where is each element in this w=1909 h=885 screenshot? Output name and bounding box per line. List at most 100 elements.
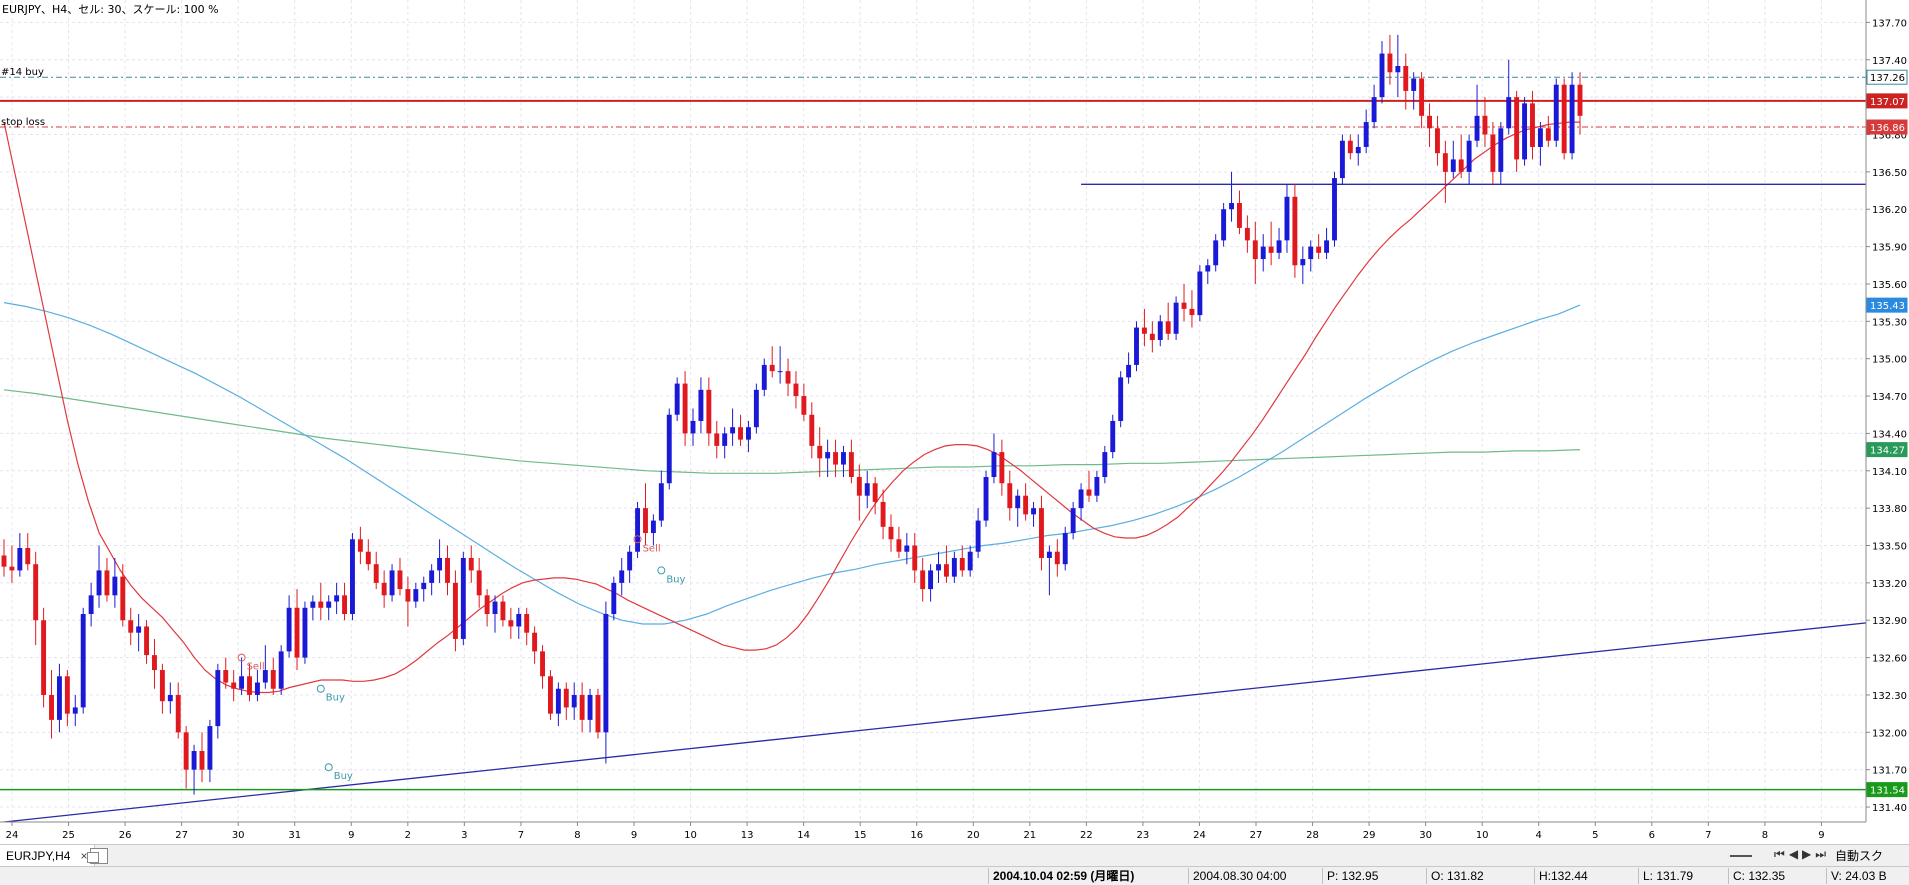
candle[interactable]	[310, 595, 316, 621]
candle[interactable]	[247, 663, 252, 702]
candle[interactable]	[318, 582, 324, 621]
candle[interactable]	[643, 483, 648, 546]
candle[interactable]	[1466, 134, 1472, 185]
candle[interactable]	[1007, 470, 1013, 521]
candle[interactable]	[856, 464, 862, 521]
candle[interactable]	[175, 682, 181, 739]
candle[interactable]	[1062, 526, 1068, 571]
candle[interactable]	[991, 433, 997, 484]
candle[interactable]	[706, 377, 712, 446]
candle[interactable]	[864, 470, 870, 509]
candle[interactable]	[1458, 134, 1464, 179]
candle[interactable]	[627, 545, 633, 583]
candle[interactable]	[437, 539, 443, 583]
candle[interactable]	[183, 726, 189, 789]
candle[interactable]	[571, 682, 577, 720]
candle[interactable]	[1427, 103, 1432, 147]
candle[interactable]	[951, 551, 957, 583]
candle[interactable]	[1434, 115, 1440, 166]
candle[interactable]	[658, 470, 664, 527]
candle[interactable]	[1498, 122, 1504, 185]
candle[interactable]	[1514, 90, 1520, 172]
candle[interactable]	[373, 551, 379, 590]
trendline[interactable]	[3, 568, 1909, 823]
candle[interactable]	[1165, 302, 1171, 341]
candle[interactable]	[389, 564, 395, 602]
tab-close-icon[interactable]: ×	[80, 848, 88, 863]
candle[interactable]	[1157, 315, 1163, 347]
candle[interactable]	[136, 614, 142, 652]
candle[interactable]	[1506, 59, 1512, 135]
candle[interactable]	[421, 576, 427, 602]
candle[interactable]	[769, 346, 775, 378]
candle[interactable]	[1553, 78, 1559, 147]
candle[interactable]	[484, 589, 490, 627]
candle[interactable]	[167, 682, 173, 714]
candle[interactable]	[698, 377, 704, 434]
candle[interactable]	[1094, 470, 1100, 502]
candle[interactable]	[1324, 227, 1330, 260]
candle[interactable]	[56, 663, 62, 733]
candle[interactable]	[1110, 414, 1116, 459]
candle[interactable]	[579, 682, 585, 733]
candle[interactable]	[1260, 234, 1266, 272]
candle[interactable]	[722, 427, 728, 459]
candle[interactable]	[191, 744, 197, 795]
candle[interactable]	[452, 570, 458, 652]
candle[interactable]	[833, 439, 839, 478]
candle[interactable]	[785, 358, 791, 397]
candle[interactable]	[1149, 321, 1155, 353]
candle[interactable]	[342, 582, 347, 621]
candle[interactable]	[1387, 34, 1393, 85]
candle[interactable]	[413, 582, 419, 608]
candle[interactable]	[1537, 122, 1543, 166]
candle[interactable]	[17, 533, 23, 577]
candle[interactable]	[745, 420, 751, 453]
candle[interactable]	[936, 551, 941, 583]
candle[interactable]	[223, 657, 229, 689]
candle[interactable]	[532, 626, 538, 664]
candle[interactable]	[912, 533, 918, 583]
candle[interactable]	[1134, 321, 1139, 372]
candle[interactable]	[1347, 134, 1353, 160]
candle[interactable]	[1252, 221, 1258, 284]
candle[interactable]	[1118, 371, 1124, 428]
candle[interactable]	[1530, 90, 1535, 160]
candle[interactable]	[128, 607, 134, 646]
candle[interactable]	[476, 557, 482, 608]
candle[interactable]	[650, 514, 656, 546]
candle[interactable]	[975, 508, 981, 558]
candle[interactable]	[880, 489, 886, 540]
candle[interactable]	[611, 576, 617, 621]
candle[interactable]	[928, 564, 934, 602]
candle[interactable]	[1046, 545, 1052, 596]
candle[interactable]	[1141, 308, 1147, 347]
candle[interactable]	[1474, 84, 1480, 147]
candle[interactable]	[1332, 171, 1337, 247]
candle[interactable]	[445, 545, 450, 596]
candle[interactable]	[635, 501, 641, 558]
candle[interactable]	[1023, 483, 1029, 521]
last-page-icon[interactable]: ⏭	[1815, 847, 1827, 861]
candle[interactable]	[1268, 221, 1274, 266]
candle[interactable]	[777, 346, 783, 384]
candle[interactable]	[555, 682, 561, 727]
candle[interactable]	[793, 371, 799, 409]
candle[interactable]	[199, 732, 205, 783]
candle[interactable]	[1237, 190, 1242, 235]
candle[interactable]	[690, 408, 696, 446]
candle[interactable]	[1371, 84, 1377, 129]
candle[interactable]	[999, 439, 1005, 496]
candle[interactable]	[357, 526, 363, 565]
candle[interactable]	[460, 551, 466, 646]
candle[interactable]	[104, 557, 110, 602]
candle[interactable]	[1403, 53, 1409, 110]
candle[interactable]	[365, 539, 371, 571]
trade-marker-icon[interactable]	[316, 684, 325, 693]
candle[interactable]	[429, 564, 435, 596]
candle[interactable]	[41, 607, 47, 708]
candle[interactable]	[920, 557, 926, 602]
candle[interactable]	[516, 607, 522, 639]
candle[interactable]	[500, 595, 506, 627]
